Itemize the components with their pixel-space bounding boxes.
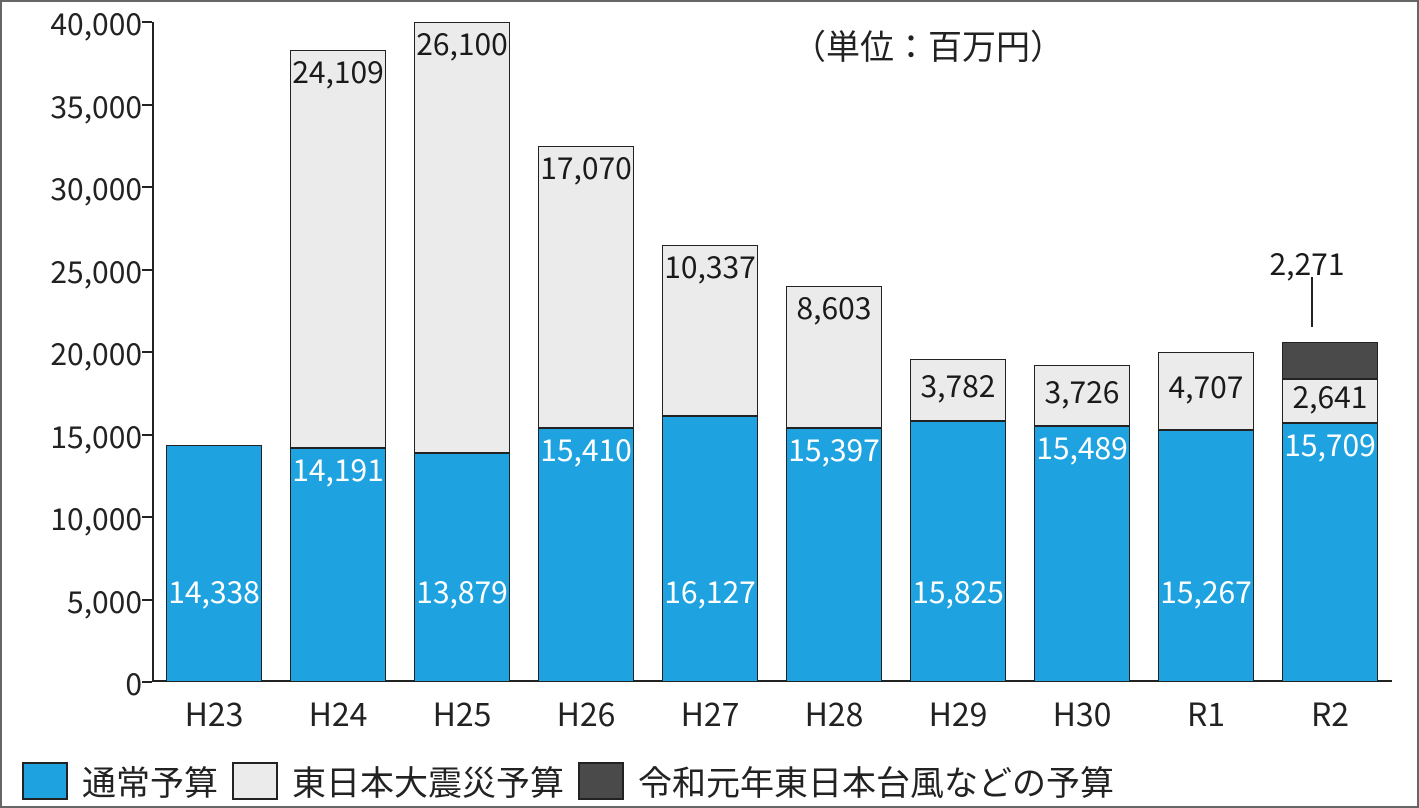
budget-stacked-bar-chart: 05,00010,00015,00020,00025,00030,00035,0… xyxy=(0,0,1419,808)
bar-value-typhoon-callout: 2,271 xyxy=(1270,240,1345,284)
callout-leader xyxy=(2,2,1419,808)
